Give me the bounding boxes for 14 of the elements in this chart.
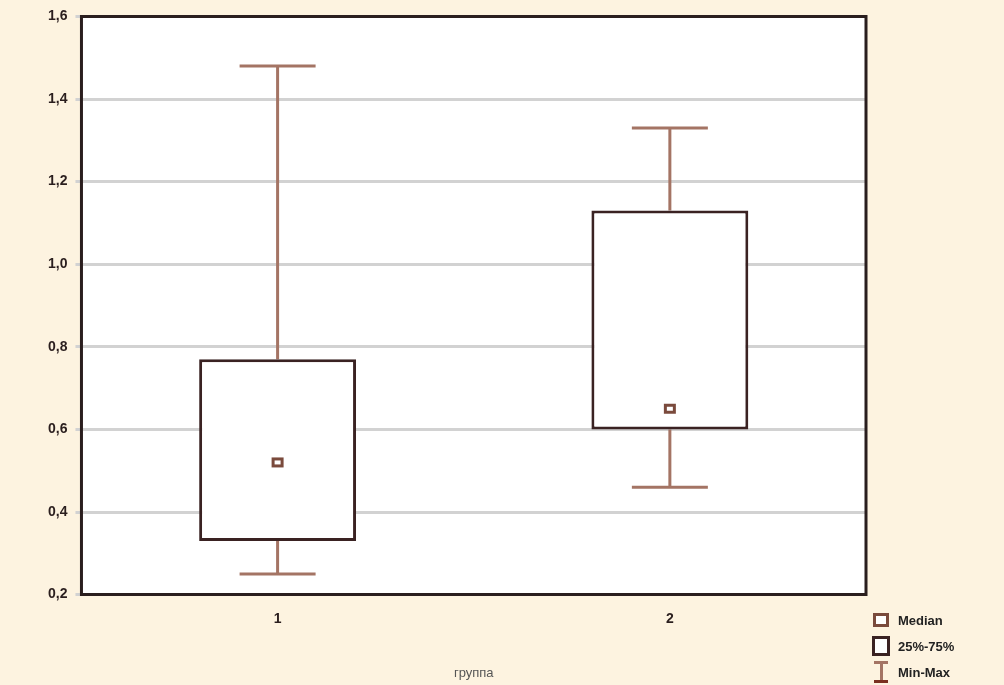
y-tick-label: 0,8 bbox=[47, 337, 68, 354]
y-tick-label: 0,4 bbox=[47, 502, 68, 519]
text: 25%-75% bbox=[898, 638, 955, 654]
y-tick-label: 1,2 bbox=[47, 172, 68, 189]
y-tick-label: 1,4 bbox=[47, 89, 68, 106]
y-tick-label: 0,6 bbox=[47, 420, 68, 437]
text: Median bbox=[898, 612, 943, 628]
x-tick-label: 2 bbox=[665, 609, 674, 626]
x-axis-title: группа bbox=[453, 664, 495, 680]
text: Min-Max bbox=[898, 664, 950, 680]
y-tick-label: 1,0 bbox=[47, 255, 68, 272]
y-tick-label: 0,2 bbox=[47, 585, 68, 602]
y-tick-label: 1,6 bbox=[47, 7, 68, 24]
x-tick-label: 1 bbox=[273, 609, 282, 626]
